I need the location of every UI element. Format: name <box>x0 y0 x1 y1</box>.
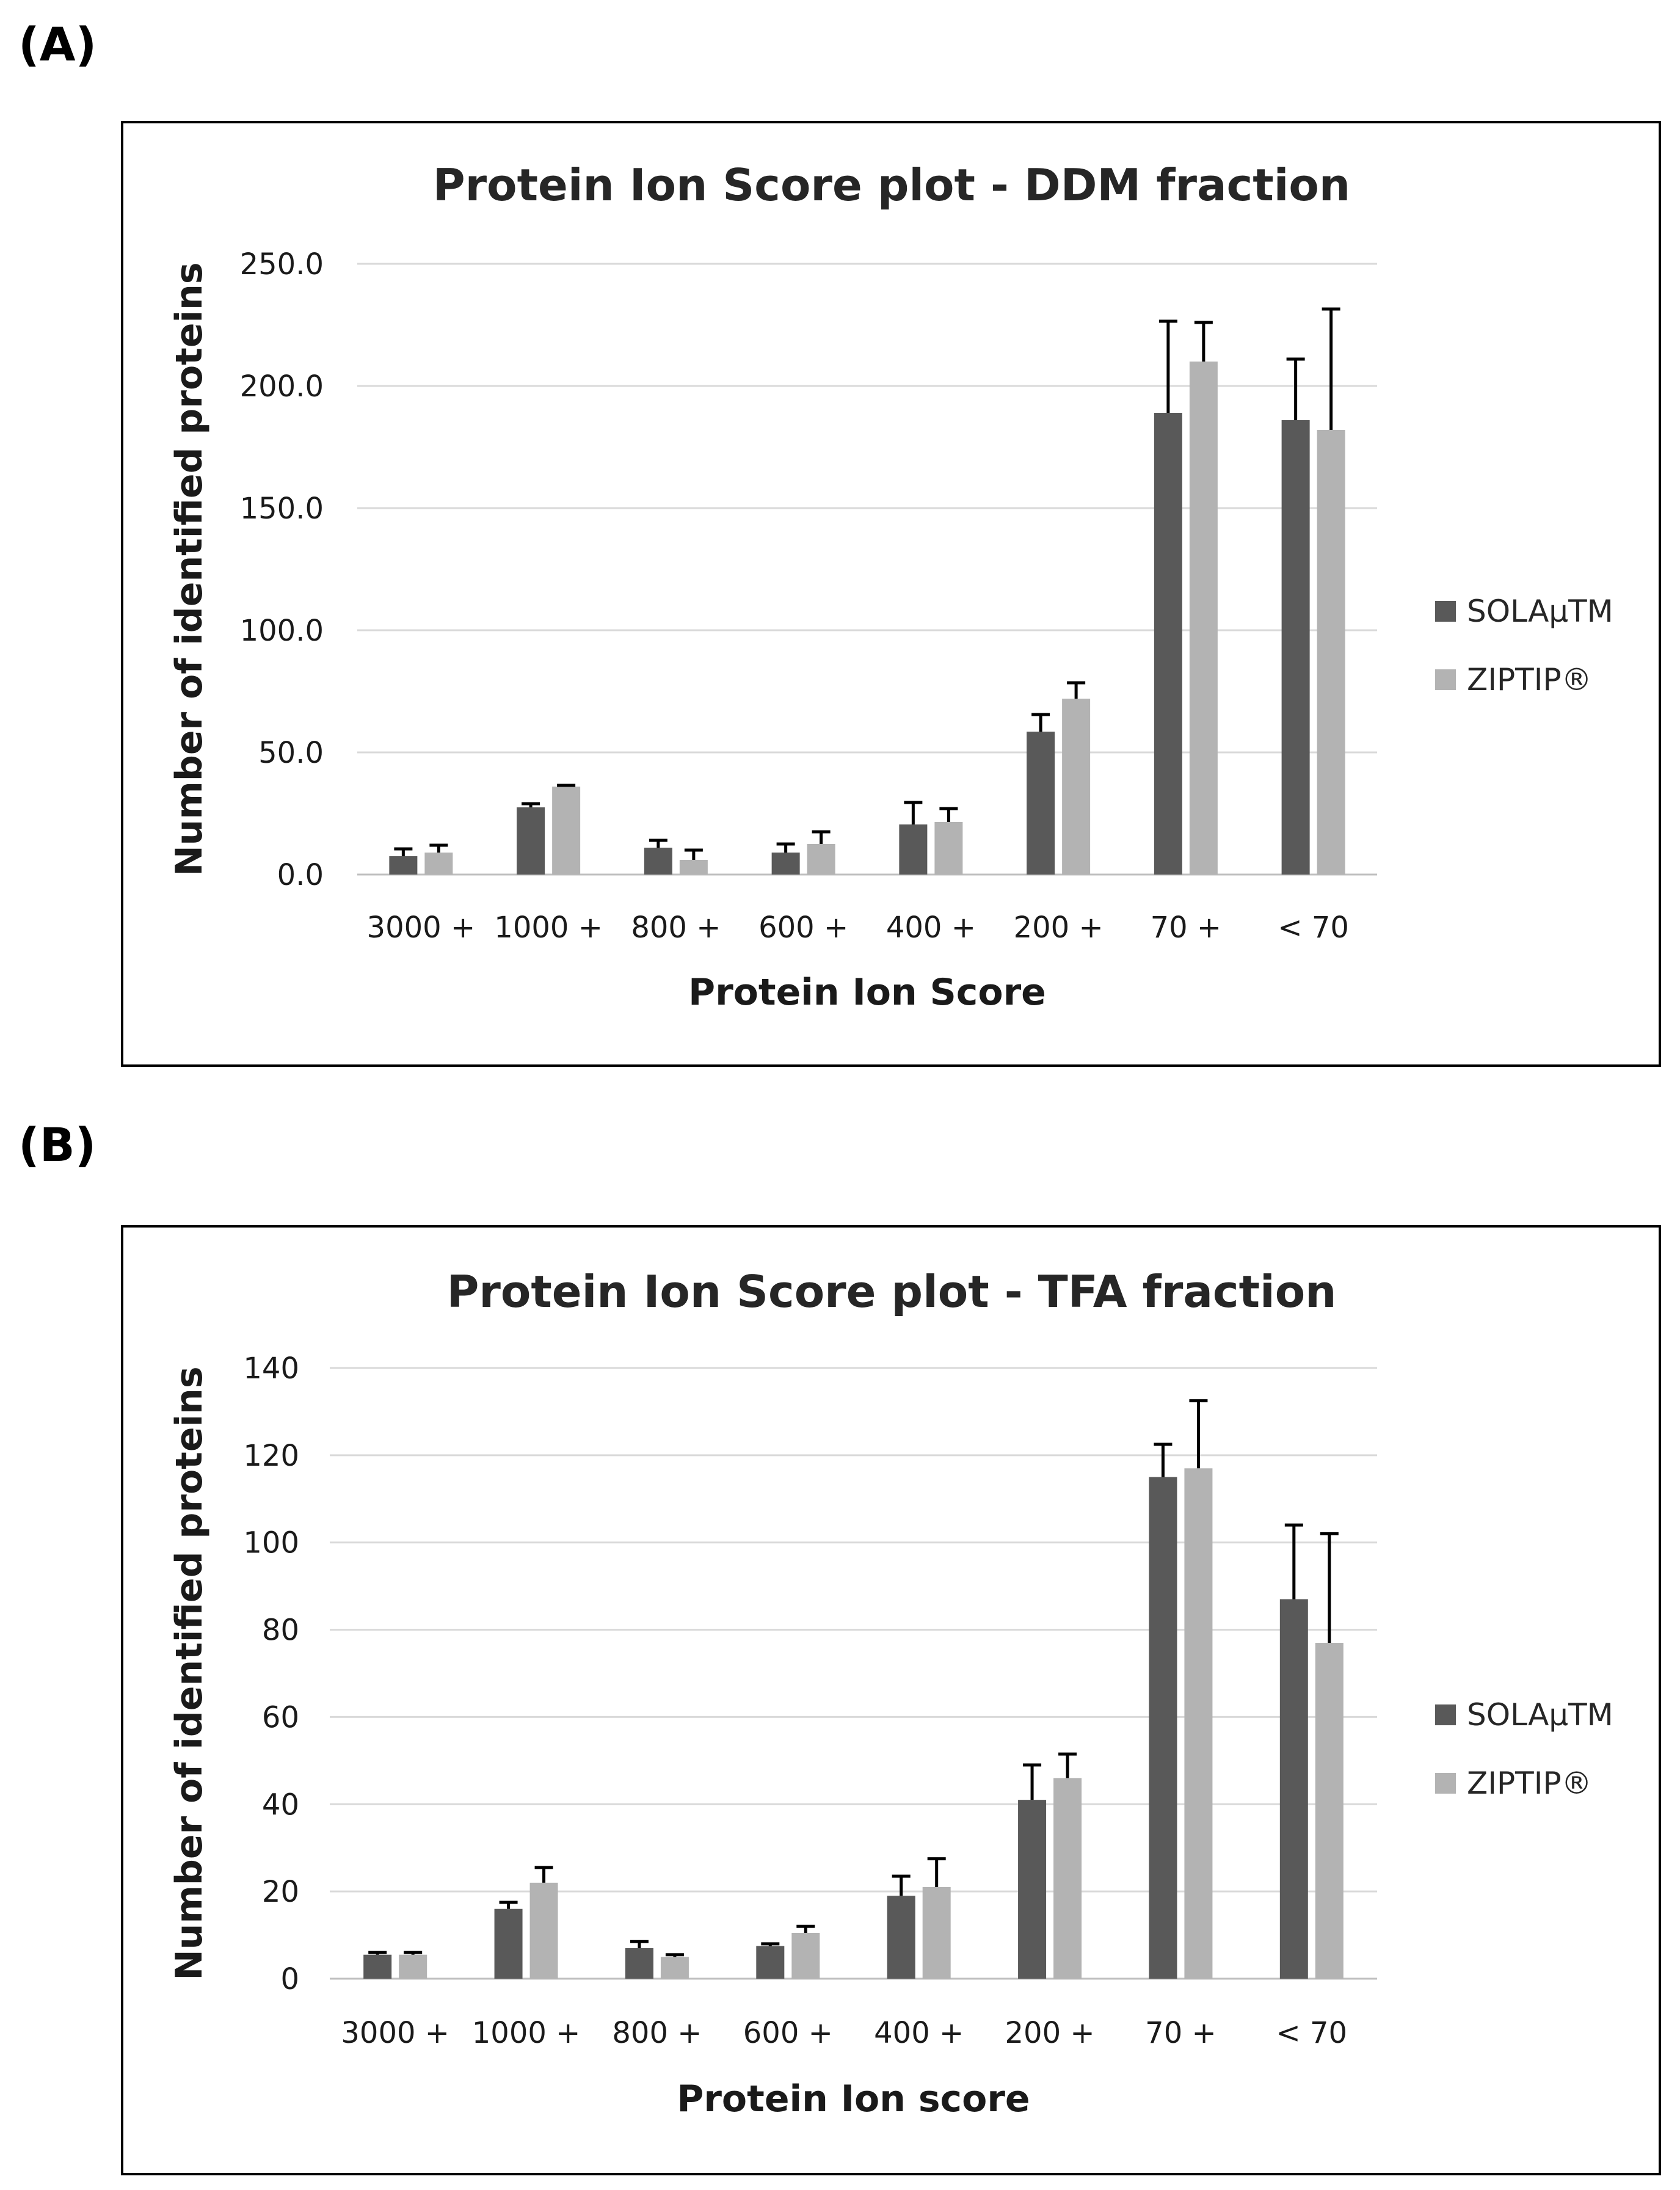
chart-b-y-axis-title: Number of identified proteins <box>168 1366 211 1980</box>
chart-a-xtick-label: 70 + <box>1151 911 1222 945</box>
chart-a-bar-ziptip <box>552 787 581 875</box>
chart-a-bar-solamu <box>1027 732 1055 875</box>
chart-b-bar-ziptip <box>1315 1643 1344 1979</box>
chart-b-ytick-label: 40 <box>262 1788 299 1822</box>
chart-a-title: Protein Ion Score plot - DDM fraction <box>433 159 1350 211</box>
chart-b-bar-solamu <box>1149 1477 1177 1979</box>
chart-a-ytick-label: 0.0 <box>277 858 324 892</box>
chart-a-xtick-label: 400 + <box>886 911 976 945</box>
chart-b-x-axis-title: Protein Ion score <box>677 2078 1030 2120</box>
chart-b-bar-solamu <box>494 1908 523 1979</box>
chart-b-bar-ziptip <box>791 1933 820 1979</box>
chart-b-bar-ziptip <box>1184 1468 1213 1979</box>
chart-a-legend-label-ziptip: ZIPTIP® <box>1467 662 1592 697</box>
chart-b-xtick-label: 400 + <box>874 2016 964 2050</box>
chart-a-frame <box>121 121 1661 1067</box>
chart-b-xtick-label: 3000 + <box>341 2016 449 2050</box>
chart-a-xtick-label: 3000 + <box>367 911 476 945</box>
chart-a-ytick-label: 150.0 <box>240 492 324 526</box>
chart-a-bar-ziptip <box>1189 362 1218 875</box>
panel-a-label: (A) <box>18 17 97 71</box>
chart-b-bar-ziptip <box>529 1882 558 1979</box>
panel-b-label: (B) <box>18 1118 96 1172</box>
chart-a-bar-solamu <box>389 856 418 875</box>
chart-b-ytick-label: 60 <box>262 1700 299 1734</box>
chart-b-title: Protein Ion Score plot - TFA fraction <box>447 1266 1337 1317</box>
chart-a-xtick-label: 600 + <box>758 911 848 945</box>
chart-a-bar-solamu <box>899 824 928 875</box>
chart-a-ytick-label: 250.0 <box>240 247 324 282</box>
chart-a-xtick-label: 200 + <box>1014 911 1104 945</box>
chart-b-bar-solamu <box>887 1896 915 1979</box>
chart-a-bar-ziptip <box>679 860 708 875</box>
chart-a-bar-solamu <box>771 853 800 875</box>
chart-b-xtick-label: 70 + <box>1145 2016 1216 2050</box>
chart-a-bar-solamu <box>1281 420 1310 875</box>
chart-b-bar-solamu <box>1018 1800 1047 1979</box>
chart-b-ytick-label: 120 <box>243 1439 299 1473</box>
chart-b-legend-label-ziptip: ZIPTIP® <box>1467 1766 1592 1801</box>
chart-b-bar-solamu <box>363 1954 392 1979</box>
chart-a-bar-solamu <box>517 807 545 875</box>
chart-b-bar-ziptip <box>1053 1778 1082 1979</box>
chart-b-ytick-label: 20 <box>262 1875 299 1909</box>
chart-a-xtick-label: < 70 <box>1278 911 1349 945</box>
chart-b-ytick-label: 0 <box>280 1962 299 1996</box>
chart-b-ytick-label: 100 <box>243 1526 299 1560</box>
chart-a-ytick-label: 200.0 <box>240 369 324 404</box>
chart-b-legend-swatch-solamu <box>1435 1704 1456 1725</box>
chart-a-legend-label-solamu: SOLAμTM <box>1467 594 1613 629</box>
chart-a-xtick-label: 1000 + <box>494 911 603 945</box>
chart-b-bar-solamu <box>756 1946 785 1979</box>
chart-a-xtick-label: 800 + <box>631 911 721 945</box>
chart-b-xtick-label: 800 + <box>612 2016 702 2050</box>
chart-b-xtick-label: 600 + <box>743 2016 833 2050</box>
chart-a-legend-swatch-ziptip <box>1435 669 1456 690</box>
chart-a-y-axis-title: Number of identified proteins <box>168 262 211 876</box>
chart-b-xtick-label: < 70 <box>1276 2016 1348 2050</box>
chart-a-bar-ziptip <box>807 844 835 875</box>
chart-a-legend-swatch-solamu <box>1435 601 1456 622</box>
chart-a-bar-solamu <box>1154 413 1182 875</box>
chart-a-bar-ziptip <box>1062 699 1091 875</box>
chart-b-bar-ziptip <box>399 1954 427 1979</box>
chart-b-bar-ziptip <box>660 1957 689 1979</box>
chart-b-frame <box>121 1225 1661 2175</box>
chart-a-bar-ziptip <box>424 853 453 875</box>
chart-a-bar-solamu <box>644 848 672 875</box>
chart-b-ytick-label: 80 <box>262 1613 299 1648</box>
chart-a-bar-ziptip <box>1317 430 1345 875</box>
chart-b-legend-label-solamu: SOLAμTM <box>1467 1697 1613 1733</box>
chart-b-xtick-label: 1000 + <box>472 2016 581 2050</box>
chart-a-x-axis-title: Protein Ion Score <box>688 971 1046 1014</box>
chart-a-ytick-label: 50.0 <box>258 736 324 770</box>
chart-b-bar-solamu <box>1279 1599 1308 1979</box>
chart-b-tfa-fraction: Protein Ion Score plot - TFA fraction 0 20… <box>121 1225 1661 2175</box>
chart-a-ddm-fraction: Protein Ion Score plot - DDM fraction 0.0… <box>121 121 1661 1067</box>
chart-b-xtick-label: 200 + <box>1005 2016 1095 2050</box>
chart-b-ytick-label: 140 <box>243 1351 299 1386</box>
chart-b-legend-swatch-ziptip <box>1435 1773 1456 1794</box>
chart-a-bar-ziptip <box>934 822 963 875</box>
chart-b-bar-ziptip <box>922 1887 951 1979</box>
chart-a-ytick-label: 100.0 <box>240 614 324 648</box>
chart-b-bar-solamu <box>625 1948 653 1979</box>
